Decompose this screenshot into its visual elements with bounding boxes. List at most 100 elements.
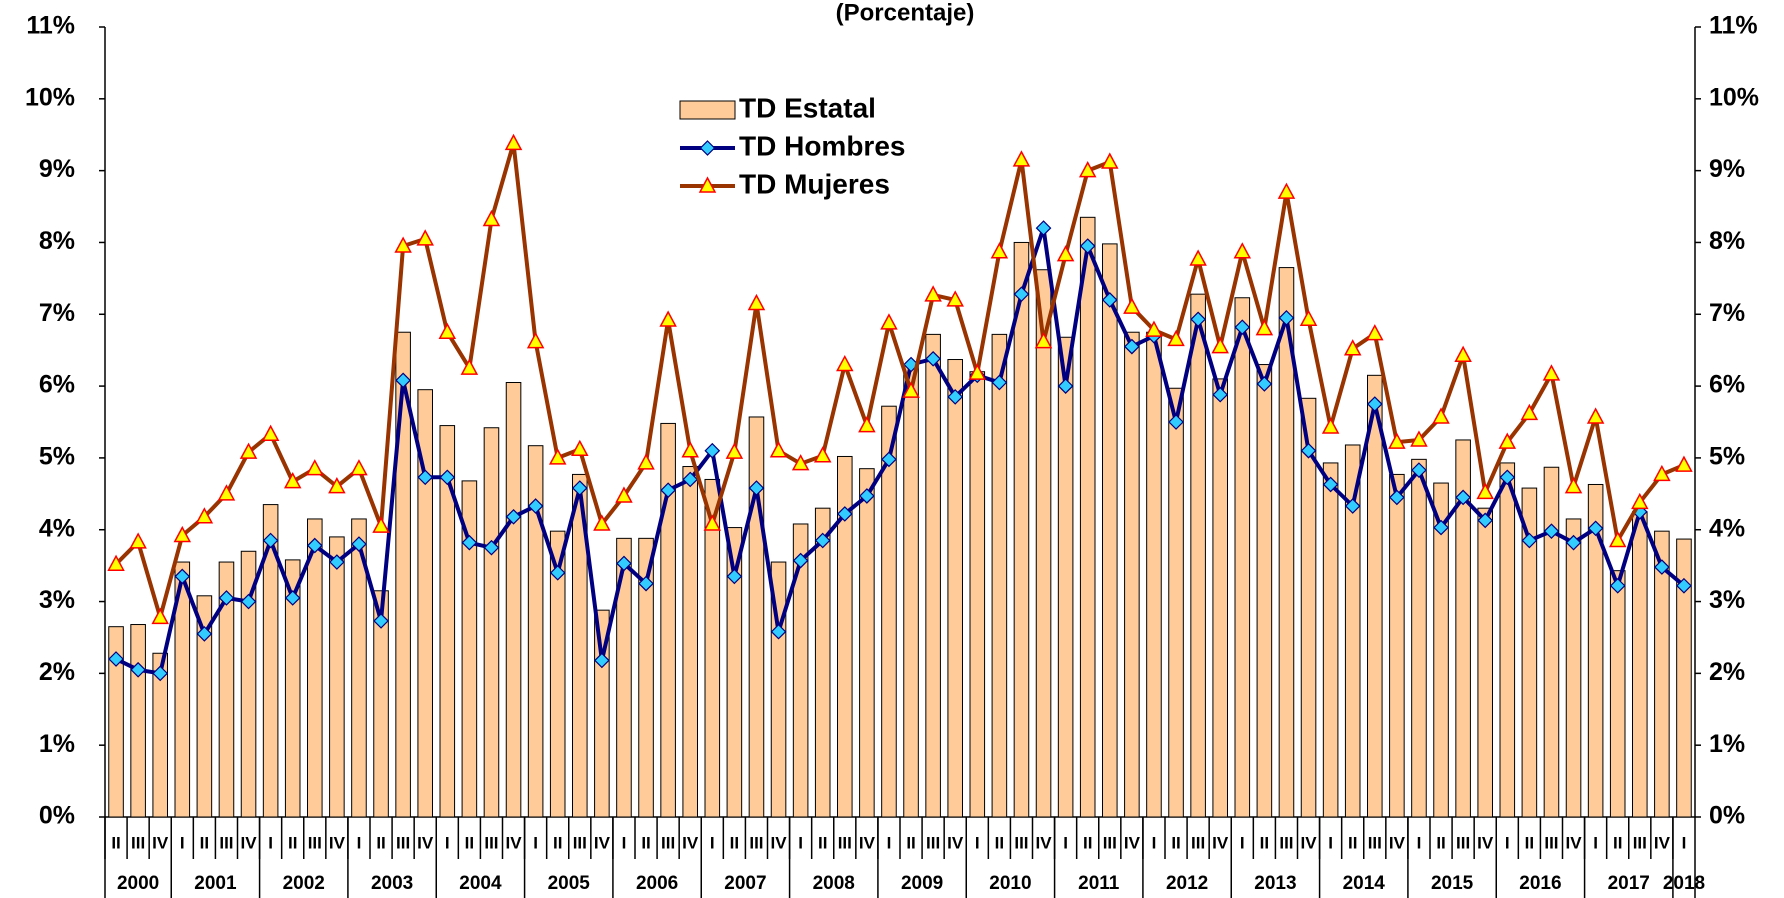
- year-label: 2011: [1078, 873, 1120, 894]
- data-point: [1609, 577, 1626, 594]
- y-tick-label: 9%: [39, 155, 75, 183]
- data-point: [1498, 432, 1517, 449]
- bar: [307, 518, 323, 818]
- data-point: [1653, 464, 1671, 482]
- y-tick-label: 4%: [39, 514, 75, 542]
- x-tick-label: III: [484, 833, 498, 852]
- data-point: [1013, 286, 1030, 303]
- data-point: [813, 446, 832, 463]
- bar: [1079, 216, 1096, 818]
- x-tick-label: I: [622, 833, 627, 852]
- bar: [240, 550, 257, 818]
- data-point: [1366, 396, 1383, 412]
- data-point: [1189, 249, 1207, 266]
- bar: [395, 331, 411, 818]
- year-label: 2009: [901, 873, 943, 894]
- data-point: [1410, 430, 1428, 447]
- bar: [616, 537, 632, 818]
- data-point: [107, 554, 125, 571]
- legend-marker: [698, 176, 717, 193]
- x-tick-label: I: [357, 833, 362, 852]
- bar: [704, 478, 721, 818]
- legend-label: TD Mujeres: [739, 168, 890, 199]
- data-point: [1079, 238, 1096, 254]
- bar: [1367, 374, 1383, 818]
- data-point: [1101, 152, 1119, 169]
- x-tick-label: III: [131, 833, 145, 852]
- data-point: [240, 593, 257, 610]
- data-point: [152, 665, 169, 682]
- data-point: [1477, 512, 1494, 529]
- data-point: [329, 554, 345, 570]
- bar: [1146, 331, 1162, 818]
- x-tick-label: IV: [241, 833, 258, 852]
- data-point: [417, 469, 434, 486]
- x-tick-label: III: [1103, 833, 1117, 852]
- data-point: [1388, 432, 1406, 449]
- x-tick-label: IV: [594, 833, 611, 852]
- y-tick-label: 10%: [25, 83, 75, 111]
- data-point: [1654, 559, 1670, 575]
- x-tick-label: I: [798, 833, 803, 852]
- data-point: [1145, 320, 1163, 337]
- x-tick-label: III: [396, 833, 410, 852]
- x-tick-label: I: [1505, 833, 1510, 852]
- y-tick-label: 2%: [39, 658, 75, 686]
- data-point: [902, 381, 920, 398]
- bar: [1256, 364, 1273, 818]
- y-tick-label: 5%: [39, 443, 75, 471]
- x-tick-label: IV: [1036, 833, 1053, 852]
- data-point: [328, 477, 346, 494]
- data-point: [239, 442, 258, 459]
- x-tick-label: II: [641, 833, 650, 852]
- data-point: [174, 568, 191, 585]
- x-tick-label: I: [1063, 833, 1068, 852]
- y-tick-label: 7%: [39, 299, 75, 327]
- data-point: [1432, 407, 1450, 424]
- x-tick-label: III: [749, 833, 763, 852]
- data-point: [1344, 498, 1361, 514]
- data-point: [659, 310, 677, 327]
- x-tick-label: I: [1240, 833, 1245, 852]
- data-point: [638, 575, 654, 592]
- bar: [726, 527, 743, 818]
- data-point: [681, 441, 699, 458]
- x-tick-label: II: [1436, 833, 1445, 852]
- data-point: [1056, 245, 1075, 262]
- x-tick-label: I: [268, 833, 273, 852]
- bar: [483, 427, 500, 818]
- bar: [1543, 466, 1560, 818]
- data-point: [968, 363, 987, 380]
- data-point: [1543, 523, 1560, 540]
- x-tick-label: III: [1014, 833, 1028, 852]
- y2-tick-label: 8%: [1709, 227, 1745, 255]
- y-tick-label: 3%: [39, 586, 75, 614]
- data-point: [946, 290, 964, 307]
- data-point: [836, 354, 854, 372]
- data-point: [217, 484, 236, 501]
- data-point: [1587, 520, 1604, 537]
- y2-tick-label: 1%: [1709, 730, 1745, 758]
- y-tick-label: 6%: [39, 371, 75, 399]
- series-line: [114, 141, 1685, 620]
- data-point: [1455, 489, 1471, 506]
- bar: [837, 455, 853, 818]
- data-point: [881, 451, 897, 468]
- bar: [527, 445, 544, 818]
- data-point: [1366, 324, 1384, 341]
- data-point: [924, 285, 942, 302]
- bar: [1300, 397, 1317, 818]
- data-point: [858, 416, 876, 433]
- bar: [1609, 570, 1626, 818]
- data-point: [836, 506, 853, 522]
- x-tick-label: I: [180, 833, 185, 852]
- bar: [1278, 267, 1295, 818]
- data-point: [704, 442, 721, 459]
- data-point: [527, 498, 544, 514]
- x-tick-label: IV: [1566, 833, 1583, 852]
- x-tick-label: II: [1083, 833, 1092, 852]
- data-point: [1234, 319, 1251, 336]
- year-label: 2015: [1431, 873, 1474, 894]
- bar: [1587, 483, 1604, 818]
